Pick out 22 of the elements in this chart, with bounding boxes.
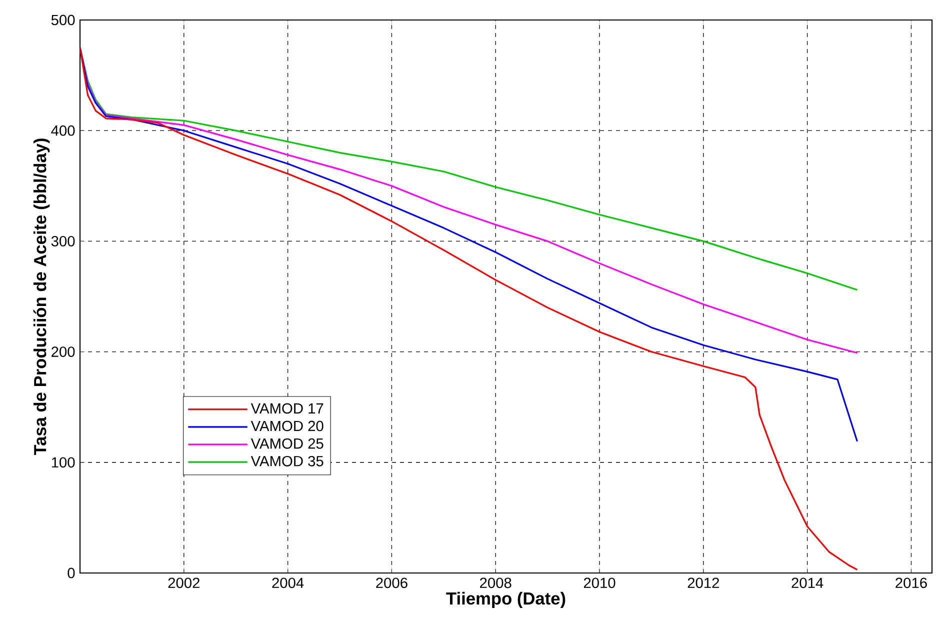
x-tick-label: 2002 xyxy=(168,578,200,588)
x-tick-label: 2008 xyxy=(480,578,512,588)
legend-label: VAMOD 17 xyxy=(250,403,324,414)
y-axis-title: Tasa de Produciión de Aceite (bbl/day) xyxy=(33,138,50,456)
x-tick-label: 2016 xyxy=(896,578,927,588)
x-tick-label: 2012 xyxy=(688,578,719,588)
x-tick-label: 2004 xyxy=(272,578,304,588)
y-tick-label: 400 xyxy=(51,125,75,136)
line-series xyxy=(80,46,858,570)
legend-label: VAMOD 25 xyxy=(250,438,324,449)
legend-label: VAMOD 20 xyxy=(250,420,324,432)
y-tick-label: 200 xyxy=(52,346,75,357)
x-axis-title: Tiiempo (Date) xyxy=(446,592,566,608)
y-tick-label: 300 xyxy=(51,236,75,246)
y-tick-label: 0 xyxy=(68,568,75,578)
x-tick-label: 2006 xyxy=(376,578,408,588)
y-tick-label: 500 xyxy=(51,14,75,26)
y-tick-label: 100 xyxy=(52,457,75,468)
x-tick-label: 2014 xyxy=(792,578,824,588)
x-tick-label: 2010 xyxy=(584,578,616,588)
legend-label: VAMOD 35 xyxy=(250,456,324,466)
line-series xyxy=(80,46,858,354)
